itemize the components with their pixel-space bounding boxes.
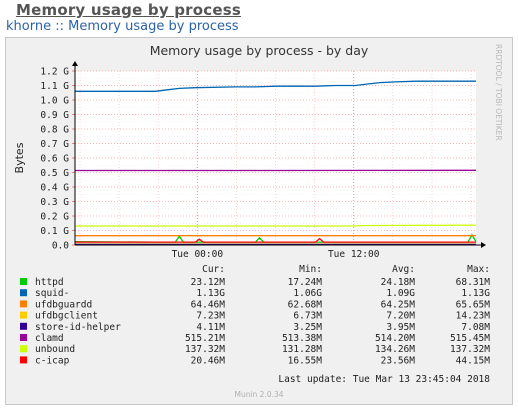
series-line-c-icap xyxy=(75,237,476,243)
legend-swatch xyxy=(20,278,27,285)
legend-avg-value: 3.95M xyxy=(386,322,415,333)
legend-series-name: c-icap xyxy=(35,355,70,366)
legend-cur-value: 20.46M xyxy=(191,355,226,366)
x-tick-label: Tue 00:00 xyxy=(172,249,224,260)
legend-avg-value: 23.56M xyxy=(381,355,416,366)
legend-swatch xyxy=(20,311,27,319)
y-axis-label: Bytes xyxy=(13,142,26,173)
y-tick-label: 0.6 G xyxy=(40,154,69,165)
legend-series-name: unbound xyxy=(35,344,75,355)
chart-title: Memory usage by process - by day xyxy=(150,43,369,58)
y-tick-label: 1.0 G xyxy=(40,96,69,107)
y-tick-label: 1.1 G xyxy=(40,81,69,92)
legend-max-value: 14.23M xyxy=(456,311,491,322)
legend-avg-value: 64.25M xyxy=(381,299,416,310)
legend-swatch xyxy=(20,300,27,308)
munin-version: Munin 2.0.34 xyxy=(234,390,283,399)
x-axis-arrow xyxy=(481,242,486,248)
y-tick-label: 1.2 G xyxy=(40,67,69,78)
legend-avg-value: 7.20M xyxy=(386,311,415,322)
legend-min-value: 131.28M xyxy=(282,344,322,355)
y-tick-label: 0.1 G xyxy=(40,226,69,237)
legend-max-value: 65.65M xyxy=(456,299,491,310)
legend-series-name: store-id-helper xyxy=(35,322,121,333)
legend-min-value: 16.55M xyxy=(288,355,323,366)
y-tick-label: 0.2 G xyxy=(40,212,69,223)
legend-series-name: httpd xyxy=(35,277,64,288)
legend-max-value: 44.15M xyxy=(456,355,491,366)
legend-cur-value: 23.12M xyxy=(191,277,226,288)
legend-avg-value: 134.26M xyxy=(375,344,415,355)
legend-series-name: squid- xyxy=(35,288,69,299)
legend-cur-value: 515.21M xyxy=(185,333,225,344)
legend-min-value: 62.68M xyxy=(288,299,323,310)
breadcrumb-page-link[interactable]: Memory usage by process xyxy=(68,19,239,34)
y-axis-arrow xyxy=(72,61,78,66)
y-tick-label: 0.0 xyxy=(52,241,69,252)
legend-cur-value: 4.11M xyxy=(196,322,225,333)
legend-min-value: 3.25M xyxy=(293,322,322,333)
breadcrumb-separator: :: xyxy=(55,19,64,34)
legend-series-name: clamd xyxy=(35,333,64,344)
legend-max-value: 515.45M xyxy=(450,333,490,344)
legend-series-name: ufdbguardd xyxy=(35,299,92,310)
legend-column-header: Max: xyxy=(467,264,490,275)
legend-swatch xyxy=(20,356,27,364)
legend-swatch xyxy=(20,345,27,353)
series-line-unbound xyxy=(75,224,477,227)
legend-max-value: 7.08M xyxy=(461,322,490,333)
legend-min-value: 6.73M xyxy=(293,311,322,322)
legend-min-value: 17.24M xyxy=(288,277,323,288)
last-update: Last update: Tue Mar 13 23:45:04 2018 xyxy=(278,374,490,385)
y-tick-label: 0.7 G xyxy=(40,139,69,150)
y-tick-label: 0.4 G xyxy=(40,183,69,194)
series-line-squid- xyxy=(75,80,476,92)
y-tick-label: 0.3 G xyxy=(40,197,69,208)
legend-swatch xyxy=(20,322,27,330)
legend-min-value: 1.06G xyxy=(293,288,322,299)
legend-avg-value: 24.18M xyxy=(381,277,416,288)
legend-cur-value: 7.23M xyxy=(196,311,225,322)
breadcrumb: khorne :: Memory usage by process xyxy=(6,19,239,34)
legend-avg-value: 514.20M xyxy=(375,333,415,344)
legend-max-value: 68.31M xyxy=(456,277,491,288)
legend-cur-value: 137.32M xyxy=(185,344,225,355)
page-title: Memory usage by process xyxy=(16,1,241,19)
breadcrumb-host-link[interactable]: khorne xyxy=(6,19,52,34)
rrdtool-credit: RRDTOOL / TOBI OETIKER xyxy=(494,44,503,141)
y-tick-label: 0.9 G xyxy=(40,110,69,121)
legend-min-value: 513.38M xyxy=(282,333,322,344)
legend-column-header: Avg: xyxy=(392,264,415,275)
legend-cur-value: 1.13G xyxy=(196,288,225,299)
legend-max-value: 1.13G xyxy=(461,288,490,299)
legend-avg-value: 1.09G xyxy=(386,288,415,299)
legend-column-header: Cur: xyxy=(202,264,225,275)
y-tick-label: 0.5 G xyxy=(40,168,69,179)
legend-cur-value: 64.46M xyxy=(191,299,226,310)
legend-max-value: 137.32M xyxy=(450,344,490,355)
x-tick-label: Tue 12:00 xyxy=(328,249,380,260)
legend-swatch xyxy=(20,289,27,297)
legend-column-header: Min: xyxy=(299,264,322,275)
y-tick-label: 0.8 G xyxy=(40,125,69,136)
legend-series-name: ufdbgclient xyxy=(35,311,98,322)
legend-swatch xyxy=(20,334,27,341)
